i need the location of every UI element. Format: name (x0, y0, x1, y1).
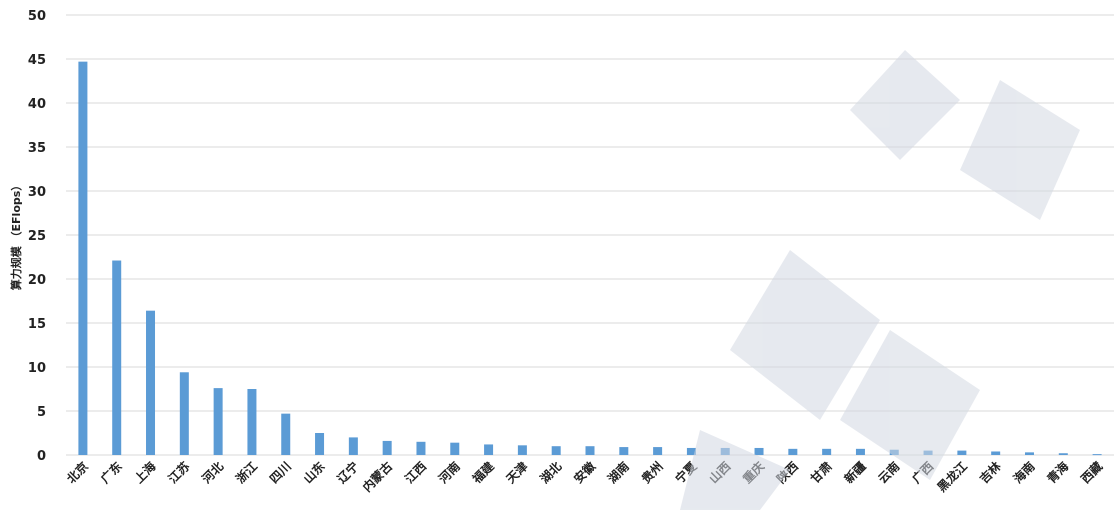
bar-海南 (1024, 452, 1034, 455)
x-tick-label: 江苏 (165, 459, 193, 487)
bar-新疆 (855, 448, 865, 455)
y-tick-label: 20 (28, 273, 46, 288)
x-tick-label: 陕西 (773, 459, 801, 487)
x-tick-label: 山西 (706, 459, 734, 487)
bar-河南 (450, 442, 460, 455)
bar-山西 (720, 447, 730, 455)
bar-贵州 (653, 447, 663, 455)
x-tick-label: 江西 (402, 459, 430, 487)
bar-浙江 (247, 389, 257, 455)
bar-四川 (281, 413, 291, 455)
bar-福建 (484, 444, 494, 455)
x-tick-label: 海南 (1010, 459, 1038, 487)
bar-云南 (889, 449, 899, 455)
x-tick-label: 甘肃 (807, 459, 835, 487)
bar-上海 (146, 310, 156, 455)
x-tick-label: 云南 (875, 459, 903, 487)
y-tick-label: 15 (28, 317, 46, 332)
x-tick-label: 西藏 (1078, 459, 1106, 487)
x-tick-label: 福建 (468, 458, 497, 487)
bar-西藏 (1092, 454, 1102, 456)
x-tick-label: 河北 (198, 459, 226, 487)
bar-青海 (1058, 453, 1068, 455)
bar-吉林 (991, 451, 1001, 455)
y-axis-label: 算力规模 （EFlops） (9, 180, 23, 292)
x-tick-label: 贵州 (638, 459, 666, 487)
x-tick-label: 青海 (1044, 459, 1072, 487)
bar-甘肃 (822, 448, 832, 455)
y-tick-label: 35 (28, 141, 46, 156)
x-tick-label: 天津 (503, 459, 531, 487)
bars (78, 61, 1102, 456)
x-tick-label: 内蒙古 (359, 459, 395, 495)
y-tick-label: 5 (37, 405, 46, 420)
gridlines (66, 14, 1114, 456)
y-tick-label: 45 (28, 53, 46, 68)
y-tick-label: 30 (28, 185, 46, 200)
x-tick-label: 安徽 (571, 458, 599, 486)
bar-江西 (416, 441, 426, 455)
x-tick-label: 湖南 (604, 459, 632, 487)
bar-湖北 (551, 446, 561, 455)
bar-宁夏 (686, 447, 696, 455)
x-tick-label: 广东 (97, 459, 125, 487)
bar-广东 (112, 260, 122, 455)
x-tick-label: 北京 (63, 459, 91, 487)
bar-陕西 (788, 448, 798, 455)
x-tick-label: 湖北 (537, 459, 565, 487)
bar-辽宁 (348, 437, 358, 455)
bar-湖南 (619, 447, 629, 455)
bar-天津 (517, 445, 527, 455)
bar-河北 (213, 388, 223, 455)
x-tick-label: 浙江 (232, 459, 260, 487)
y-tick-label: 40 (28, 97, 46, 112)
x-tick-labels: 北京 广东 上海 江苏 河北 浙江 四川 山东 辽宁内蒙古 江西 河南 福建 天津 湖北 安徽 湖南 贵州 宁夏山… (63, 458, 1105, 495)
bar-北京 (78, 61, 88, 455)
x-tick-label: 四川 (267, 459, 294, 486)
x-tick-label: 山东 (300, 459, 328, 487)
y-tick-label: 0 (37, 449, 46, 464)
bar-广西 (923, 450, 933, 455)
bar-江苏 (179, 372, 189, 455)
bar-山东 (315, 433, 325, 455)
x-tick-label: 吉林 (976, 459, 1004, 487)
y-tick-labels: 0 5 10 15 20 25 30 35 40 45 50 (28, 9, 46, 464)
bar-黑龙江 (957, 450, 967, 455)
x-tick-label: 新疆 (841, 459, 869, 487)
y-tick-label: 10 (28, 361, 46, 376)
x-tick-label: 重庆 (740, 459, 768, 487)
x-tick-label: 黑龙江 (934, 459, 970, 495)
bar-重庆 (754, 447, 764, 455)
x-tick-label: 上海 (131, 459, 159, 487)
x-tick-label: 广西 (909, 459, 937, 487)
bar-内蒙古 (382, 440, 392, 455)
y-tick-label: 50 (28, 9, 46, 24)
bar-安徽 (585, 446, 595, 455)
y-tick-label: 25 (28, 229, 46, 244)
x-tick-label: 河南 (435, 459, 463, 487)
x-tick-label: 辽宁 (334, 459, 362, 487)
x-tick-label: 宁夏 (672, 458, 700, 486)
